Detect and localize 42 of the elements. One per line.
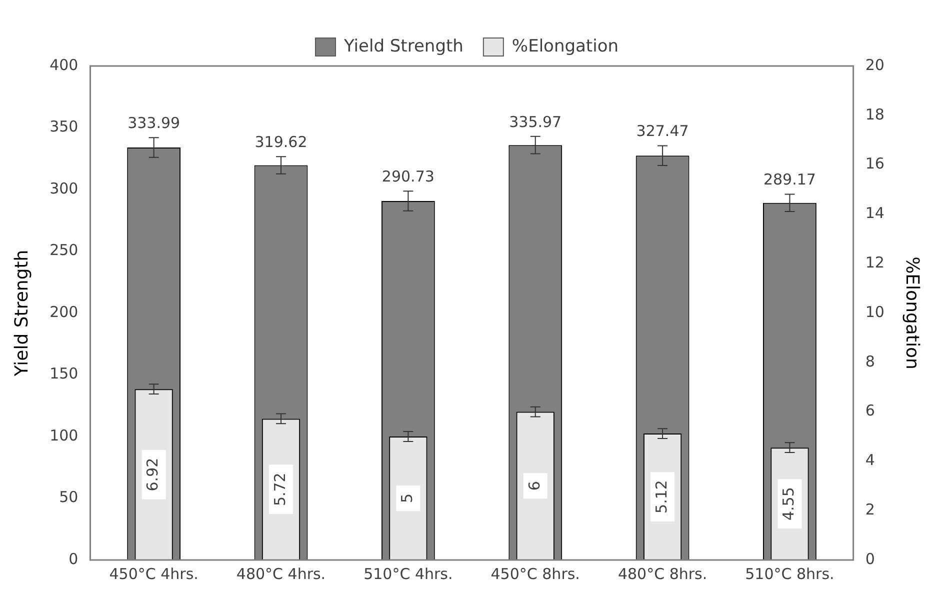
y2-tick-label: 2: [865, 500, 875, 518]
y-tick-label: 0: [68, 550, 78, 568]
data-label: 327.47: [636, 122, 689, 140]
data-label: 5.12: [652, 480, 670, 514]
y2-tick-label: 0: [865, 550, 875, 568]
y-tick-label: 50: [59, 488, 78, 506]
x-tick-label: 450°C 8hrs.: [490, 564, 580, 583]
data-label: 333.99: [128, 114, 180, 132]
y2-tick-label: 12: [865, 253, 884, 272]
legend-label: %Elongation: [512, 36, 619, 56]
y-axis-title: Yield Strength: [11, 250, 32, 378]
x-tick-label: 450°C 4hrs.: [109, 564, 198, 583]
y-tick-label: 250: [50, 241, 78, 260]
data-label: 335.97: [509, 112, 562, 131]
data-label: 6.92: [144, 458, 162, 492]
y2-axis-title: %Elongation: [902, 256, 923, 370]
y2-tick-label: 6: [865, 402, 875, 420]
data-label: 289.17: [763, 170, 816, 189]
y-tick-label: 300: [50, 179, 78, 198]
data-label: 6: [525, 481, 544, 491]
y-tick-label: 100: [50, 426, 78, 444]
y2-tick-label: 20: [865, 56, 884, 74]
y-tick-label: 400: [50, 56, 78, 74]
x-tick-label: 480°C 8hrs.: [618, 564, 708, 583]
data-label: 319.62: [254, 133, 308, 152]
y-tick-label: 150: [50, 364, 78, 383]
legend-label: Yield Strength: [343, 36, 464, 56]
x-tick-label: 510°C 8hrs.: [745, 564, 834, 583]
x-tick-label: 480°C 4hrs.: [236, 564, 326, 583]
data-label: 5: [398, 493, 416, 504]
data-label: 290.73: [382, 167, 434, 186]
y-tick-label: 350: [50, 118, 78, 136]
y2-tick-label: 4: [865, 451, 875, 470]
data-label: 4.55: [780, 487, 798, 521]
y2-tick-label: 10: [865, 302, 884, 321]
y2-tick-label: 8: [865, 352, 875, 370]
y-tick-label: 200: [50, 302, 78, 321]
y2-tick-label: 18: [865, 105, 884, 124]
y2-tick-label: 16: [865, 154, 884, 173]
data-label: 5.72: [270, 472, 289, 506]
y2-tick-label: 14: [865, 204, 884, 222]
x-tick-label: 510°C 4hrs.: [364, 564, 453, 583]
